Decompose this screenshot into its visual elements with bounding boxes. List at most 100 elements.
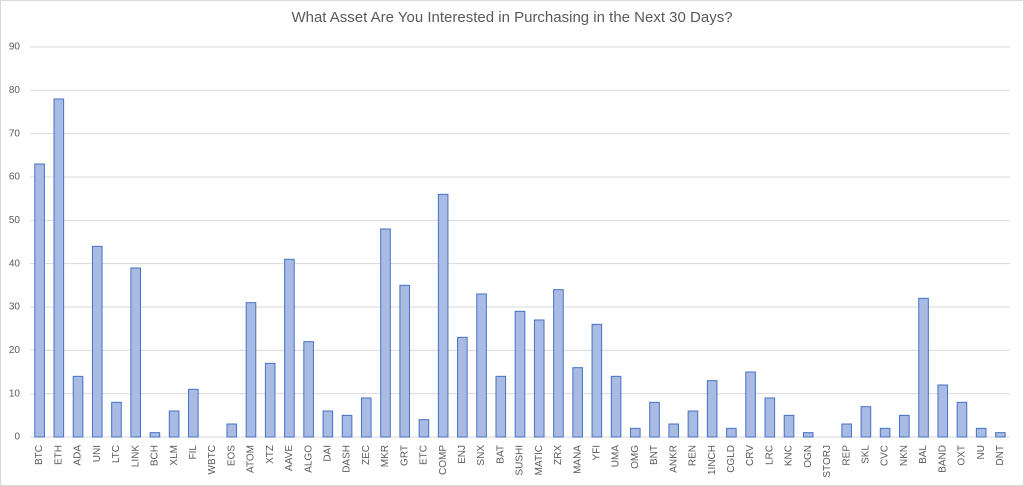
bar	[418, 419, 430, 438]
x-tick-label: MANA	[572, 445, 583, 474]
bar	[111, 401, 122, 438]
x-tick-label: REN	[688, 445, 699, 466]
x-tick-label: OMG	[630, 445, 641, 469]
bar	[341, 414, 353, 438]
x-tick-label: ATOM	[246, 445, 257, 473]
bar	[726, 427, 737, 438]
bar	[476, 293, 487, 438]
x-tick-label: COMP	[438, 445, 449, 475]
bar	[34, 163, 45, 438]
x-tick-label: LRC	[764, 445, 775, 465]
bar	[245, 302, 257, 438]
x-tick-label: BAND	[937, 445, 948, 473]
x-tick-label: FIL	[188, 445, 199, 460]
bar	[149, 432, 161, 438]
bar	[226, 423, 238, 438]
x-tick-label: ETH	[53, 445, 64, 465]
bar	[264, 362, 276, 438]
x-tick-label: GRT	[399, 445, 410, 466]
bar	[783, 414, 795, 438]
bar	[533, 319, 545, 438]
x-tick-label: ETC	[419, 445, 430, 465]
bar	[72, 375, 84, 438]
bar	[687, 410, 699, 438]
bar	[899, 414, 910, 438]
bar	[860, 406, 872, 438]
y-tick-label: 70	[9, 128, 21, 139]
x-tick-label: UMA	[611, 445, 622, 468]
x-tick-label: BTC	[34, 445, 45, 465]
bar	[495, 375, 507, 438]
x-tick-label: UNI	[92, 445, 103, 462]
x-tick-label: OGN	[803, 445, 814, 468]
bar	[168, 410, 180, 438]
x-tick-label: LTC	[111, 445, 122, 463]
bar	[610, 375, 622, 438]
bar	[572, 367, 583, 438]
y-tick-label: 90	[9, 42, 21, 53]
chart-title: What Asset Are You Interested in Purchas…	[291, 9, 732, 26]
bar	[745, 371, 756, 438]
x-tick-label: AAVE	[284, 445, 295, 471]
bar	[322, 410, 334, 438]
bar	[91, 245, 103, 438]
bar	[360, 397, 372, 438]
x-tick-label: ALGO	[303, 445, 314, 473]
x-tick-label: CGLD	[726, 445, 737, 473]
x-tick-label: DNT	[995, 445, 1006, 466]
y-tick-label: 30	[9, 302, 21, 313]
x-tick-label: NKN	[899, 445, 910, 466]
x-tick-label: BAT	[495, 445, 506, 464]
x-tick-label: DASH	[342, 445, 353, 473]
x-tick-label: CRV	[745, 445, 756, 466]
bar	[918, 297, 929, 438]
x-tick-label: NU	[976, 445, 987, 459]
bar	[706, 380, 718, 438]
x-tick-label: LINK	[130, 445, 141, 468]
bar	[591, 323, 603, 438]
bar	[53, 98, 65, 438]
x-tick-label: CVC	[880, 445, 891, 466]
bar	[380, 228, 391, 438]
x-tick-label: 1INCH	[707, 445, 718, 475]
bar	[841, 423, 852, 438]
bar	[437, 193, 449, 438]
x-tick-label: BCH	[150, 445, 161, 466]
bar	[399, 284, 411, 438]
bar	[668, 423, 680, 438]
x-tick-label: YFI	[592, 445, 603, 461]
x-tick-label: REP	[841, 445, 852, 466]
x-tick-label: OXT	[957, 445, 968, 466]
x-tick-label: STORJ	[822, 445, 833, 478]
x-tick-label: WBTC	[207, 445, 218, 474]
x-tick-label: EOS	[226, 445, 237, 466]
x-tick-label: BAL	[918, 445, 929, 464]
bar	[303, 341, 314, 438]
bar	[937, 384, 949, 438]
x-tick-label: ZRX	[553, 445, 564, 465]
x-tick-label: ADA	[73, 445, 84, 466]
bar	[879, 427, 891, 438]
y-tick-label: 50	[9, 215, 21, 226]
x-tick-label: DAI	[322, 445, 333, 462]
x-tick-label: XLM	[169, 445, 180, 466]
bar	[629, 427, 641, 438]
x-tick-label: SKL	[861, 445, 872, 464]
bar	[802, 432, 814, 438]
y-tick-label: 80	[9, 85, 21, 96]
x-tick-label: MKR	[380, 445, 391, 467]
bar	[457, 336, 468, 438]
bar	[514, 310, 526, 438]
x-tick-label: BNT	[649, 445, 660, 465]
bar	[130, 267, 141, 438]
y-tick-label: 60	[9, 172, 21, 183]
bar	[764, 397, 776, 438]
bar	[553, 289, 564, 438]
x-tick-label: ENJ	[457, 445, 468, 464]
bar	[649, 401, 660, 438]
x-tick-label: SNX	[476, 445, 487, 466]
bar	[284, 258, 295, 438]
